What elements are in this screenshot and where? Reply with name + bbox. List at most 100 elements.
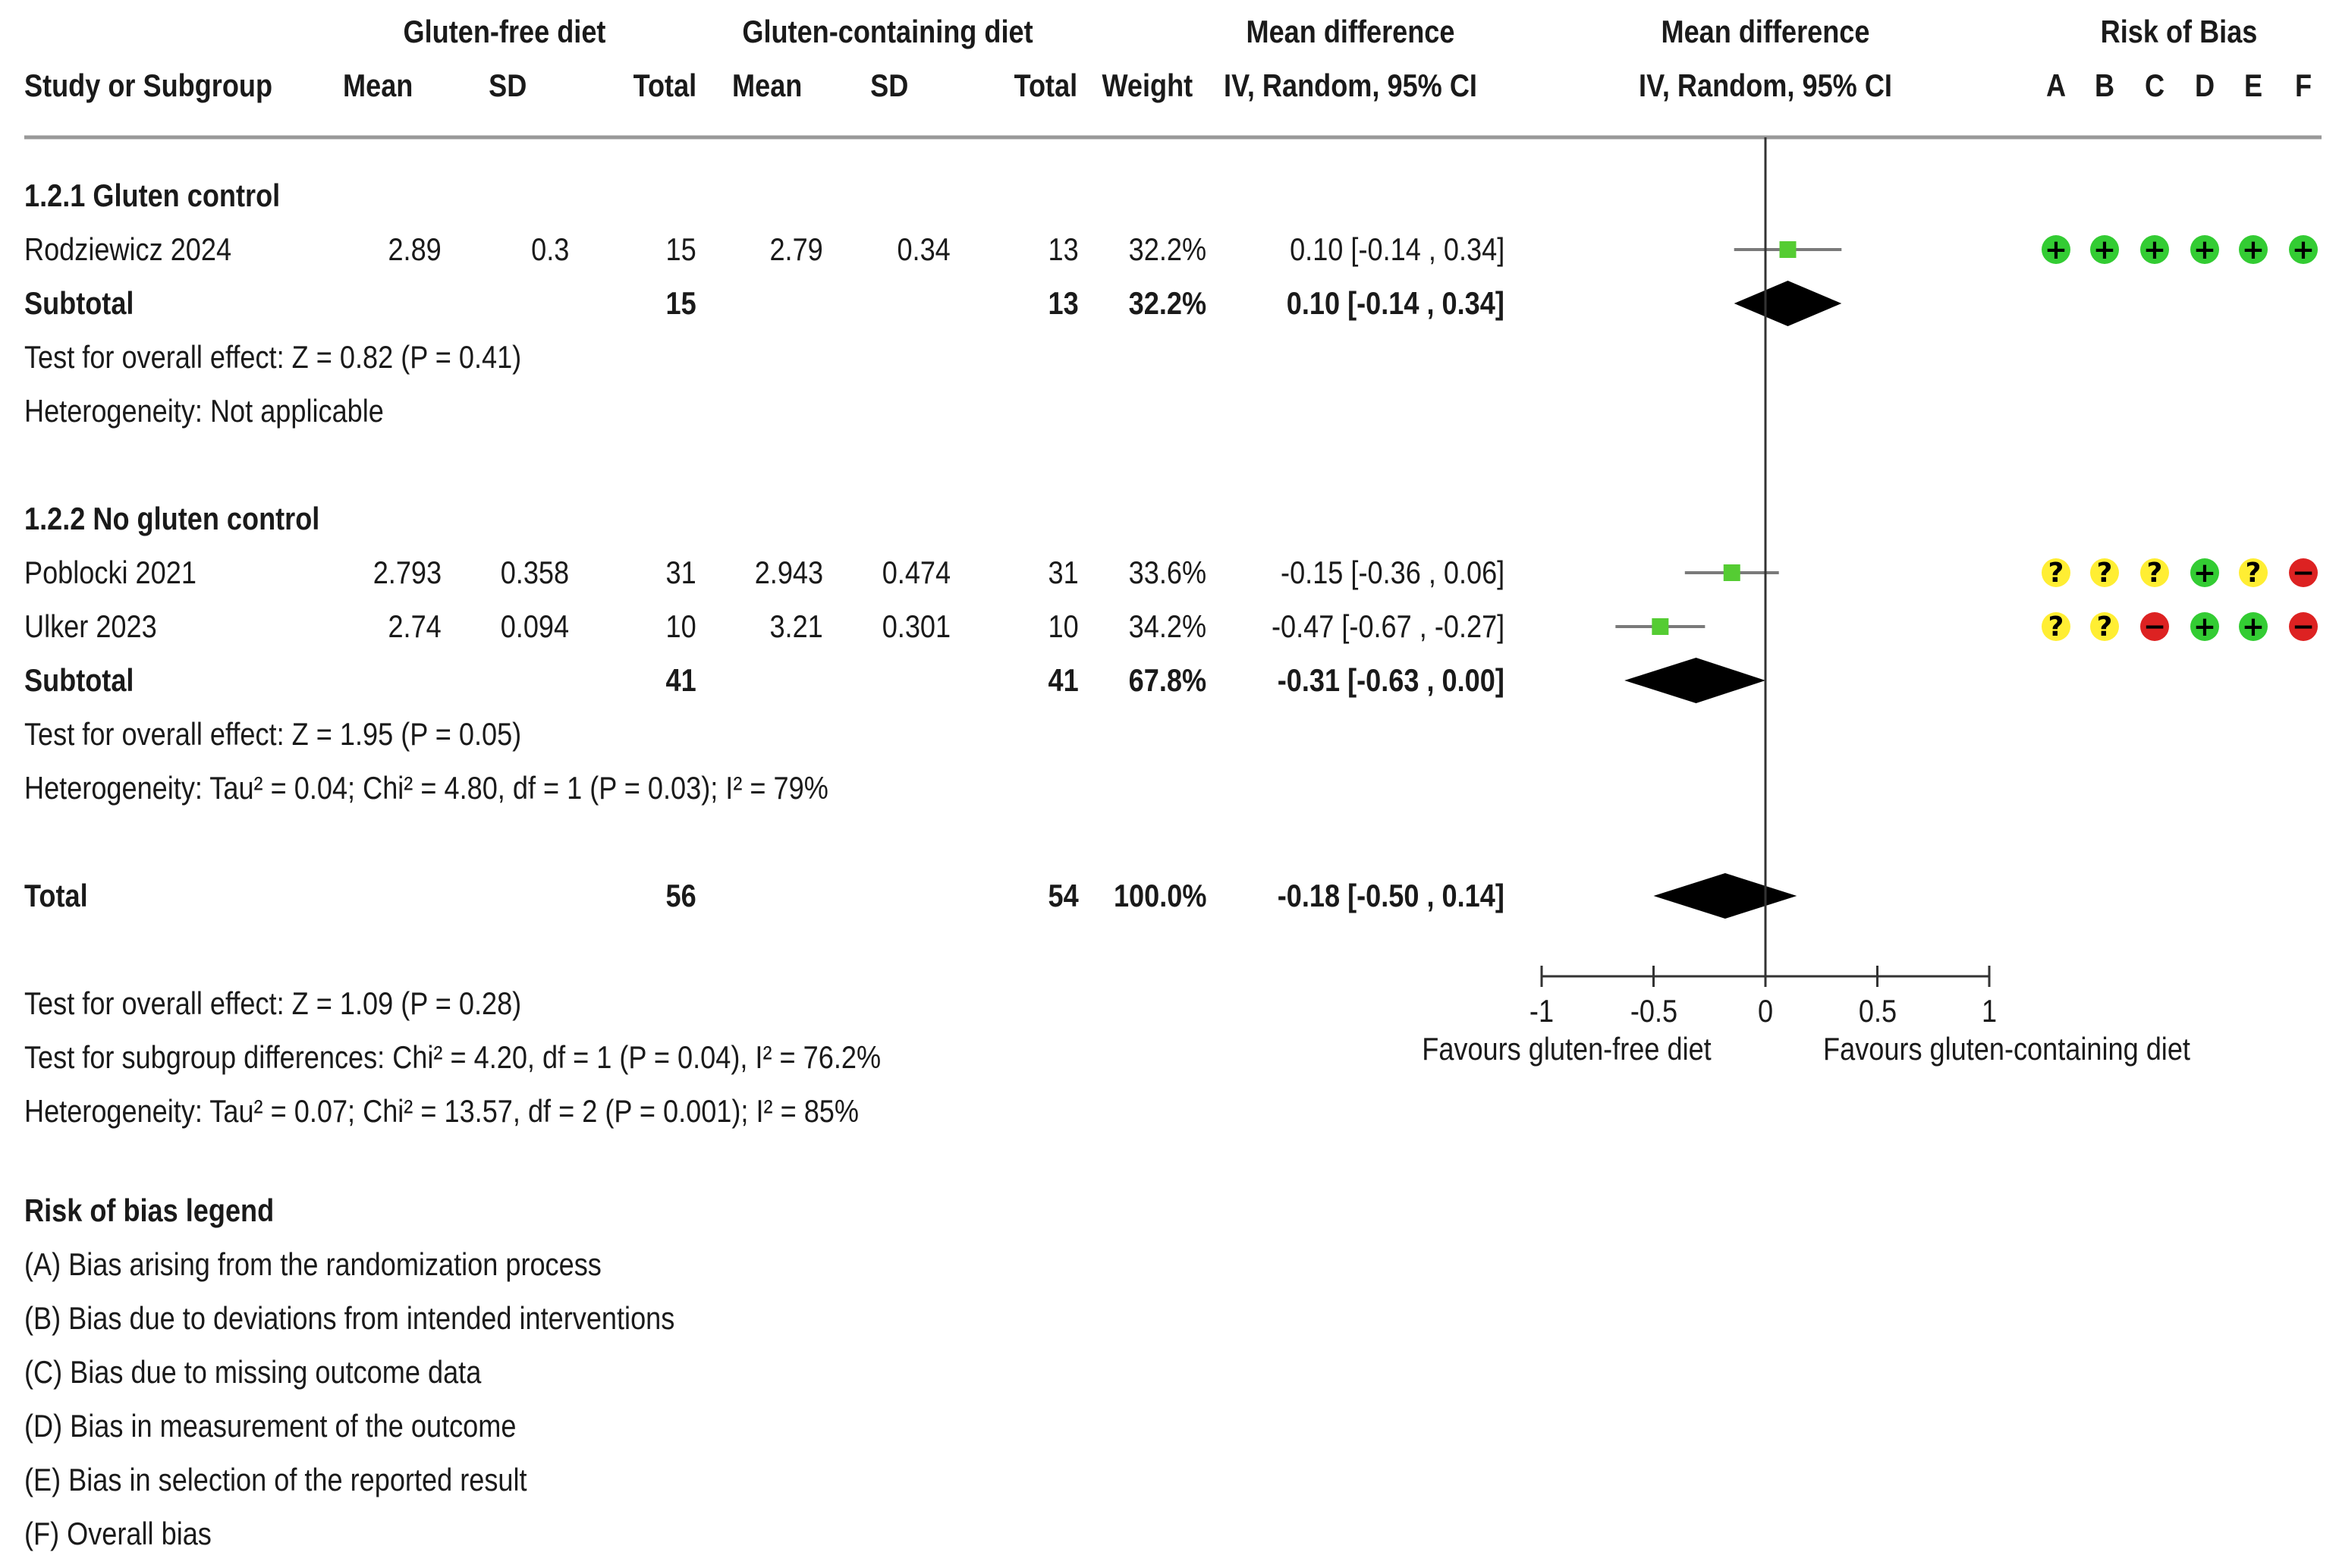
rob-some-concerns-symbol: ? — [2147, 558, 2163, 589]
footer-test-2: Test for subgroup differences: Chi² = 4.… — [24, 1039, 882, 1075]
footer-test-1: Test for overall effect: Z = 1.09 (P = 0… — [24, 985, 522, 1021]
summary-total2: 54 — [1048, 878, 1079, 913]
summary-total1: 56 — [665, 878, 696, 913]
rob-low-dot — [2289, 235, 2318, 264]
rob-high-symbol: − — [2292, 558, 2315, 589]
rob-some-concerns-dot — [2042, 558, 2070, 587]
study-name: Ulker 2023 — [24, 608, 157, 644]
x-axis-tick-label: 0.5 — [1858, 993, 1897, 1029]
subgroup-overall-effect: Test for overall effect: Z = 0.82 (P = 0… — [24, 339, 522, 375]
summary-diamond — [1653, 873, 1797, 919]
header-rob-letter-C: C — [2144, 68, 2165, 103]
rob-low-dot — [2239, 612, 2268, 641]
x-axis-tick-label: 1 — [1981, 993, 1998, 1029]
rob-legend-item: (B) Bias due to deviations from intended… — [24, 1300, 675, 1336]
study-name: Rodziewicz 2024 — [24, 231, 232, 267]
rob-some-concerns-symbol: ? — [2097, 611, 2113, 643]
summary-ci: -0.31 [-0.63 , 0.00] — [1277, 662, 1504, 698]
study-weight: 34.2% — [1128, 608, 1206, 644]
summary-diamond — [1624, 658, 1765, 703]
rob-low-symbol: + — [2242, 234, 2265, 266]
header-md-top: Mean difference — [1246, 14, 1455, 49]
header-group2: Gluten-containing diet — [742, 14, 1033, 49]
study-point — [1723, 564, 1740, 581]
study-sd2: 0.301 — [882, 608, 951, 644]
study-sd1: 0.094 — [500, 608, 569, 644]
rob-legend-item: (F) Overall bias — [24, 1516, 212, 1551]
header-rob-letter-E: E — [2243, 68, 2263, 103]
study-name: Poblocki 2021 — [24, 555, 196, 590]
rob-low-symbol: + — [2242, 611, 2265, 643]
study-total2: 13 — [1048, 231, 1079, 267]
study-ci: -0.15 [-0.36 , 0.06] — [1280, 555, 1504, 590]
summary-weight: 67.8% — [1128, 662, 1206, 698]
summary-total2: 41 — [1048, 662, 1079, 698]
summary-weight: 100.0% — [1113, 878, 1206, 913]
study-sd2: 0.34 — [897, 231, 951, 267]
summary-label: Subtotal — [24, 662, 134, 698]
study-mean2: 2.943 — [754, 555, 823, 590]
x-axis-tick-label: -0.5 — [1630, 993, 1677, 1029]
rob-some-concerns-dot — [2239, 558, 2268, 587]
study-total2: 10 — [1048, 608, 1079, 644]
rob-some-concerns-symbol: ? — [2048, 558, 2064, 589]
rob-high-symbol: − — [2143, 611, 2166, 643]
footer-test-3: Heterogeneity: Tau² = 0.07; Chi² = 13.57… — [24, 1093, 860, 1129]
subgroup-heterogeneity: Heterogeneity: Not applicable — [24, 393, 384, 429]
header-sd2: SD — [869, 68, 908, 103]
header-md-sub2: IV, Random, 95% CI — [1639, 68, 1892, 103]
subgroup-title: 1.2.2 No gluten control — [24, 501, 320, 536]
summary-label: Subtotal — [24, 285, 134, 321]
header-group1: Gluten-free diet — [403, 14, 606, 49]
favours-left-label: Favours gluten-free diet — [1422, 1031, 1712, 1067]
rob-low-dot — [2090, 235, 2119, 264]
header-rob-title: Risk of Bias — [2100, 14, 2258, 49]
rob-some-concerns-symbol: ? — [2097, 558, 2113, 589]
study-total1: 10 — [665, 608, 696, 644]
study-total2: 31 — [1048, 555, 1079, 590]
header-weight: Weight — [1102, 68, 1193, 103]
rob-low-dot — [2190, 235, 2219, 264]
study-weight: 33.6% — [1128, 555, 1206, 590]
header-rob-letter-A: A — [2045, 68, 2067, 103]
subgroup-overall-effect: Test for overall effect: Z = 1.95 (P = 0… — [24, 716, 522, 752]
rob-low-symbol: + — [2193, 558, 2216, 589]
rob-legend-item: (A) Bias arising from the randomization … — [24, 1246, 602, 1282]
rob-low-symbol: + — [2193, 234, 2216, 266]
study-point — [1779, 241, 1797, 258]
rob-high-dot — [2289, 612, 2318, 641]
rob-low-symbol: + — [2093, 234, 2116, 266]
study-ci: 0.10 [-0.14 , 0.34] — [1289, 231, 1504, 267]
rob-low-dot — [2190, 558, 2219, 587]
header-rob-letter-D: D — [2194, 68, 2215, 103]
rob-low-dot — [2140, 235, 2169, 264]
summary-ci: -0.18 [-0.50 , 0.14] — [1277, 878, 1504, 913]
study-mean1: 2.74 — [388, 608, 442, 644]
rob-low-symbol: + — [2045, 234, 2067, 266]
header-total2: Total — [1014, 68, 1077, 103]
x-axis-tick-label: -1 — [1529, 993, 1555, 1029]
subgroup-title: 1.2.1 Gluten control — [24, 178, 281, 213]
header-rob-letter-B: B — [2094, 68, 2115, 103]
study-sd1: 0.358 — [500, 555, 569, 590]
header-study: Study or Subgroup — [24, 68, 273, 103]
study-point — [1652, 618, 1669, 635]
summary-weight: 32.2% — [1128, 285, 1206, 321]
rob-low-dot — [2239, 235, 2268, 264]
rob-some-concerns-dot — [2090, 612, 2119, 641]
study-mean2: 3.21 — [769, 608, 823, 644]
rob-legend-title: Risk of bias legend — [24, 1192, 275, 1228]
header-sd1: SD — [488, 68, 527, 103]
rob-legend-item: (C) Bias due to missing outcome data — [24, 1354, 482, 1390]
study-total1: 15 — [665, 231, 696, 267]
summary-label: Total — [24, 878, 88, 913]
summary-total1: 15 — [665, 285, 696, 321]
rob-high-dot — [2289, 558, 2318, 587]
study-mean2: 2.79 — [769, 231, 823, 267]
rob-high-dot — [2140, 612, 2169, 641]
subgroup-heterogeneity: Heterogeneity: Tau² = 0.04; Chi² = 4.80,… — [24, 770, 828, 806]
rob-some-concerns-symbol: ? — [2246, 558, 2262, 589]
rob-high-symbol: − — [2292, 611, 2315, 643]
rob-low-dot — [2042, 235, 2070, 264]
